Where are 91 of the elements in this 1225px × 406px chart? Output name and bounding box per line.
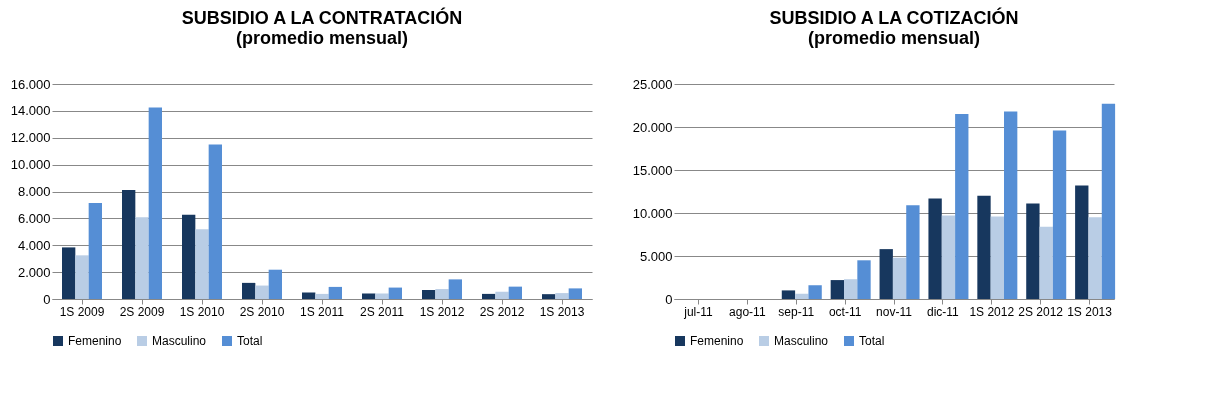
- y-tick-label: 15.000: [632, 162, 673, 178]
- x-tick-label: 2S 2011: [360, 304, 405, 319]
- bar: [75, 255, 89, 299]
- legend-label: Total: [859, 334, 885, 348]
- bar: [242, 282, 256, 299]
- y-tick-label: 20.000: [632, 119, 673, 135]
- bar: [1088, 217, 1102, 299]
- legend-label: Femenino: [68, 334, 122, 348]
- bar: [844, 279, 858, 299]
- y-tick-label: 6.000: [17, 210, 51, 226]
- x-tick-label: 2S 2010: [239, 304, 285, 319]
- y-tick-label: 8.000: [17, 184, 51, 199]
- y-tick-label: 10.000: [10, 157, 51, 173]
- bar: [1039, 226, 1053, 299]
- bar: [857, 260, 871, 299]
- x-tick-label: ago-11: [729, 304, 766, 319]
- bar: [1052, 130, 1067, 299]
- x-tick-label: oct-11: [828, 304, 862, 319]
- bar: [388, 287, 402, 299]
- bar: [422, 290, 436, 299]
- bar: [62, 247, 76, 299]
- text: SUBSIDIO A LA COTIZACIÓN: [769, 8, 1019, 28]
- text: SUBSIDIO A LA CONTRATACIÓN: [181, 8, 463, 28]
- x-tick-label: 2S 2012: [1018, 304, 1064, 319]
- bar: [990, 216, 1004, 299]
- bar: [328, 286, 342, 299]
- y-tick-label: 10.000: [632, 205, 673, 221]
- y-tick-label: 14.000: [10, 103, 51, 119]
- x-tick-label: 1S 2013: [1067, 304, 1113, 319]
- bar: [255, 285, 269, 299]
- bar: [195, 229, 209, 299]
- x-tick-label: 1S 2012: [969, 304, 1015, 319]
- x-tick-label: jul-11: [683, 304, 713, 319]
- bar: [879, 249, 893, 299]
- legend-label: Femenino: [690, 334, 744, 348]
- x-tick-label: 2S 2009: [119, 304, 165, 319]
- x-tick-label: sep-11: [778, 304, 815, 319]
- bar: [977, 195, 991, 299]
- bar: [315, 293, 329, 299]
- bar: [495, 291, 509, 299]
- bar: [941, 215, 956, 299]
- bar: [892, 257, 907, 299]
- y-tick-label: 25.000: [632, 76, 673, 92]
- bar: [568, 288, 582, 299]
- legend-label: Total: [237, 334, 263, 348]
- bar: [148, 107, 162, 299]
- y-tick-label: 2.000: [17, 264, 51, 280]
- bar: [795, 293, 809, 299]
- x-tick-label: 1S 2013: [539, 304, 585, 319]
- y-tick-label: 0: [665, 291, 673, 307]
- x-tick-label: dic-11: [926, 304, 960, 319]
- bar: [482, 293, 496, 299]
- legend-label: Masculino: [774, 334, 829, 348]
- bar: [830, 280, 844, 299]
- bar: [928, 198, 942, 299]
- y-tick-label: 0: [43, 291, 51, 307]
- legend-label: Masculino: [152, 334, 207, 348]
- bar: [555, 293, 569, 299]
- bar: [88, 203, 102, 299]
- bar: [435, 289, 449, 299]
- y-tick-label: 12.000: [10, 130, 51, 146]
- bar: [135, 217, 149, 299]
- y-tick-label: 4.000: [17, 237, 51, 253]
- bar: [302, 292, 316, 299]
- text: (promedio mensual): [807, 28, 981, 48]
- y-tick-label: 16.000: [10, 76, 51, 92]
- bar: [448, 279, 462, 299]
- bar: [208, 144, 222, 299]
- bar: [1026, 203, 1040, 299]
- bar: [1075, 185, 1089, 299]
- x-tick-label: nov-11: [876, 304, 913, 319]
- bar: [955, 114, 969, 299]
- bar: [362, 293, 376, 299]
- bar: [182, 214, 196, 299]
- bar: [268, 269, 282, 299]
- bar: [781, 290, 796, 299]
- bar: [808, 285, 822, 299]
- x-tick-label: 2S 2012: [479, 304, 525, 319]
- bar: [1004, 111, 1018, 299]
- x-tick-label: 1S 2010: [179, 304, 225, 319]
- x-tick-label: 1S 2011: [300, 304, 345, 319]
- bar: [542, 294, 556, 299]
- bar: [375, 293, 389, 299]
- bar: [122, 189, 136, 299]
- bar: [1101, 103, 1116, 299]
- y-tick-label: 5.000: [639, 248, 673, 264]
- bar: [508, 286, 522, 299]
- text: (promedio mensual): [235, 28, 409, 48]
- bar: [906, 205, 920, 299]
- x-tick-label: 1S 2012: [419, 304, 465, 319]
- x-tick-label: 1S 2009: [59, 304, 105, 319]
